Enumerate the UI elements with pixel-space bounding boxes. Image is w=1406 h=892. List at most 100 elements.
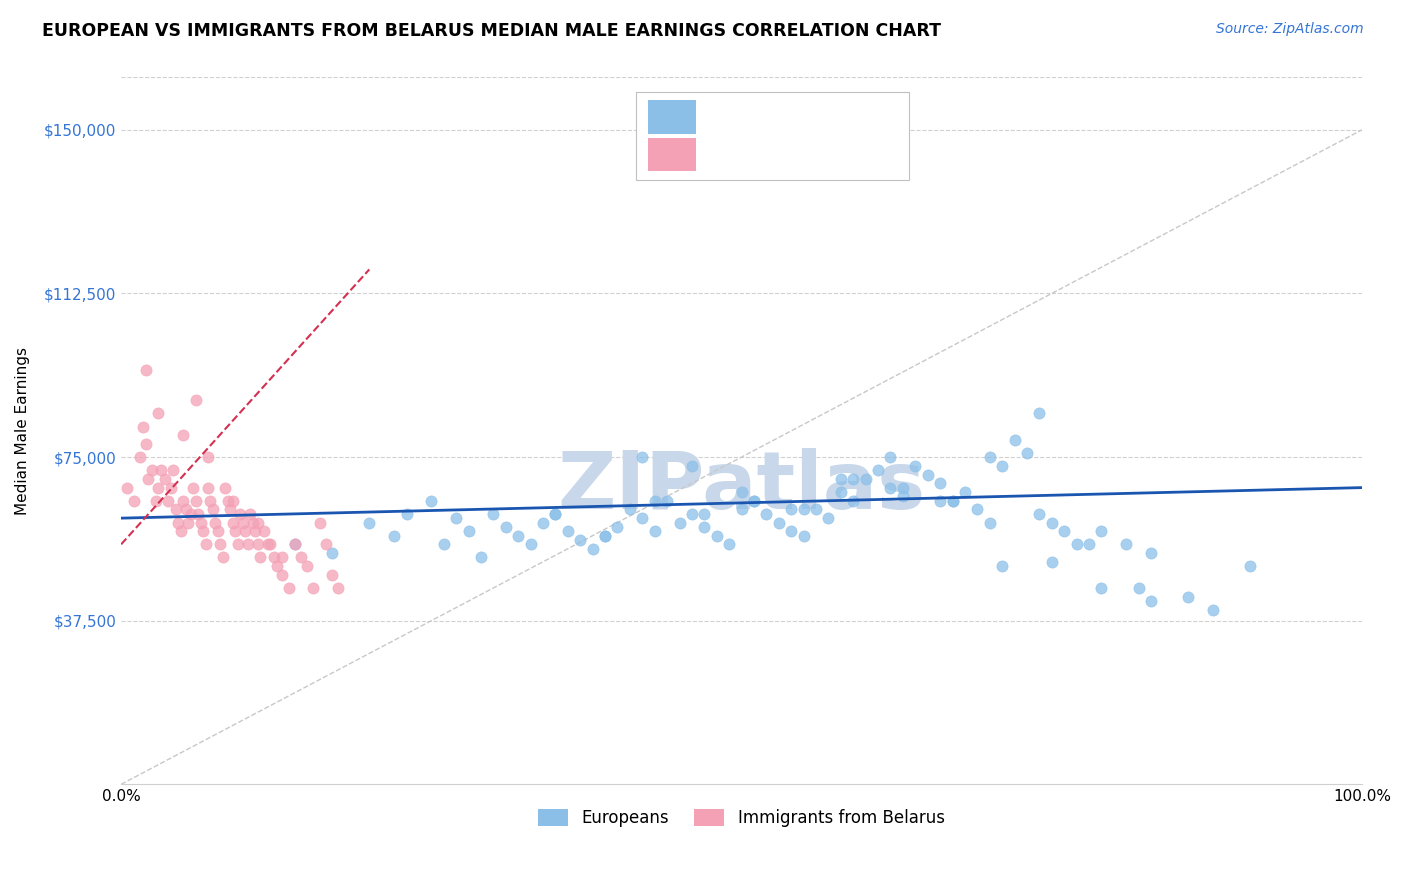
- Point: [953, 485, 976, 500]
- Point: [495, 520, 517, 534]
- Point: [214, 481, 236, 495]
- Point: [1177, 590, 1199, 604]
- Point: [569, 533, 592, 547]
- Text: Source: ZipAtlas.com: Source: ZipAtlas.com: [1216, 22, 1364, 37]
- Point: [284, 537, 307, 551]
- Point: [177, 516, 200, 530]
- Point: [233, 524, 256, 539]
- Point: [297, 559, 319, 574]
- Point: [991, 559, 1014, 574]
- Point: [266, 559, 288, 574]
- Point: [433, 537, 456, 551]
- Point: [153, 472, 176, 486]
- Point: [141, 463, 163, 477]
- Point: [246, 516, 269, 530]
- Text: N =: N =: [804, 107, 851, 125]
- Point: [991, 458, 1014, 473]
- Point: [855, 472, 877, 486]
- Text: R =: R =: [706, 145, 741, 163]
- Point: [842, 493, 865, 508]
- Point: [668, 516, 690, 530]
- Point: [271, 567, 294, 582]
- Point: [201, 502, 224, 516]
- Point: [222, 493, 245, 508]
- Text: EUROPEAN VS IMMIGRANTS FROM BELARUS MEDIAN MALE EARNINGS CORRELATION CHART: EUROPEAN VS IMMIGRANTS FROM BELARUS MEDI…: [42, 22, 941, 40]
- Point: [395, 507, 418, 521]
- Point: [239, 507, 262, 521]
- Point: [222, 516, 245, 530]
- Y-axis label: Median Male Earnings: Median Male Earnings: [15, 347, 30, 515]
- Point: [1015, 446, 1038, 460]
- Point: [1078, 537, 1101, 551]
- Point: [159, 481, 181, 495]
- Point: [194, 537, 217, 551]
- Text: R =: R =: [706, 107, 741, 125]
- Point: [457, 524, 479, 539]
- Point: [1202, 603, 1225, 617]
- Point: [290, 550, 312, 565]
- Point: [135, 437, 157, 451]
- Point: [593, 528, 616, 542]
- Point: [742, 493, 765, 508]
- Point: [263, 550, 285, 565]
- Point: [190, 516, 212, 530]
- Point: [755, 507, 778, 521]
- Point: [148, 406, 170, 420]
- Point: [917, 467, 939, 482]
- Point: [941, 493, 963, 508]
- Point: [842, 472, 865, 486]
- Point: [693, 507, 716, 521]
- Point: [209, 537, 232, 551]
- Point: [321, 567, 343, 582]
- Point: [742, 493, 765, 508]
- Point: [174, 502, 197, 516]
- Point: [382, 528, 405, 542]
- Point: [328, 581, 350, 595]
- Point: [879, 481, 901, 495]
- FancyBboxPatch shape: [636, 92, 910, 180]
- Point: [217, 493, 239, 508]
- Point: [482, 507, 505, 521]
- Point: [172, 428, 194, 442]
- Point: [117, 481, 139, 495]
- Text: 0.126: 0.126: [748, 145, 800, 163]
- Point: [271, 550, 294, 565]
- Point: [830, 472, 852, 486]
- Point: [681, 507, 703, 521]
- Point: [242, 516, 264, 530]
- Point: [277, 581, 299, 595]
- Point: [157, 493, 180, 508]
- Point: [224, 524, 246, 539]
- Point: [544, 507, 567, 521]
- Point: [226, 537, 249, 551]
- Point: [929, 476, 952, 491]
- Point: [184, 493, 207, 508]
- Point: [544, 507, 567, 521]
- Point: [929, 493, 952, 508]
- Point: [793, 502, 815, 516]
- Point: [232, 516, 254, 530]
- Point: [165, 502, 187, 516]
- Point: [1239, 559, 1261, 574]
- Text: 88: 88: [851, 107, 873, 125]
- Point: [1053, 524, 1076, 539]
- Point: [793, 528, 815, 542]
- Point: [730, 485, 752, 500]
- Point: [1040, 555, 1063, 569]
- Point: [1128, 581, 1150, 595]
- Point: [212, 550, 235, 565]
- Point: [284, 537, 307, 551]
- Point: [207, 524, 229, 539]
- Point: [181, 481, 204, 495]
- Text: 72: 72: [851, 145, 875, 163]
- Point: [308, 516, 330, 530]
- Point: [817, 511, 839, 525]
- Point: [253, 524, 276, 539]
- Text: N =: N =: [804, 145, 851, 163]
- Text: 0.027: 0.027: [748, 107, 800, 125]
- Point: [249, 550, 271, 565]
- Point: [122, 493, 145, 508]
- Point: [236, 537, 259, 551]
- Point: [681, 458, 703, 473]
- Point: [693, 520, 716, 534]
